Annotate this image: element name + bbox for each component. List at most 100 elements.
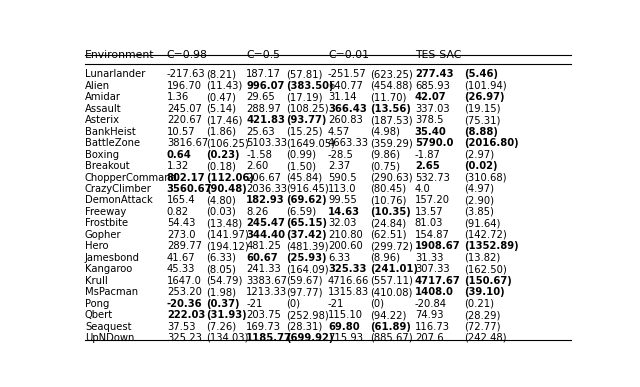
Text: Freeway: Freeway xyxy=(85,207,126,217)
Text: (0.03): (0.03) xyxy=(207,207,236,217)
Text: (106.25): (106.25) xyxy=(207,138,249,148)
Text: (45.84): (45.84) xyxy=(286,173,322,183)
Text: -1.58: -1.58 xyxy=(246,150,272,159)
Text: 640.77: 640.77 xyxy=(328,81,363,91)
Text: (5.46): (5.46) xyxy=(465,69,499,79)
Text: (0.47): (0.47) xyxy=(207,92,236,102)
Text: 1908.67: 1908.67 xyxy=(415,241,460,251)
Text: Seaquest: Seaquest xyxy=(85,322,131,332)
Text: 1213.33: 1213.33 xyxy=(246,287,287,297)
Text: 14.63: 14.63 xyxy=(328,207,360,217)
Text: (916.45): (916.45) xyxy=(286,184,328,194)
Text: (299.72): (299.72) xyxy=(370,241,413,251)
Text: Pong: Pong xyxy=(85,299,109,308)
Text: (94.22): (94.22) xyxy=(370,310,406,320)
Text: 2036.33: 2036.33 xyxy=(246,184,287,194)
Text: (481.39): (481.39) xyxy=(286,241,328,251)
Text: (0.23): (0.23) xyxy=(207,150,240,159)
Text: BankHeist: BankHeist xyxy=(85,127,136,137)
Text: (57.81): (57.81) xyxy=(286,69,322,79)
Text: 1647.0: 1647.0 xyxy=(167,276,202,286)
Text: 2.60: 2.60 xyxy=(246,161,268,171)
Text: Kangaroo: Kangaroo xyxy=(85,264,132,274)
Text: (93.77): (93.77) xyxy=(286,115,326,125)
Text: 260.83: 260.83 xyxy=(328,115,363,125)
Text: 115.10: 115.10 xyxy=(328,310,363,320)
Text: (4.98): (4.98) xyxy=(370,127,400,137)
Text: Qbert: Qbert xyxy=(85,310,113,320)
Text: Hero: Hero xyxy=(85,241,108,251)
Text: (11.43): (11.43) xyxy=(207,81,243,91)
Text: (150.67): (150.67) xyxy=(465,276,512,286)
Text: 0.64: 0.64 xyxy=(167,150,191,159)
Text: (24.84): (24.84) xyxy=(370,218,406,228)
Text: (252.98): (252.98) xyxy=(286,310,328,320)
Text: (8.05): (8.05) xyxy=(207,264,236,274)
Text: 996.07: 996.07 xyxy=(246,81,285,91)
Text: 3560.67: 3560.67 xyxy=(167,184,212,194)
Text: (0.99): (0.99) xyxy=(286,150,316,159)
Text: (65.15): (65.15) xyxy=(286,218,327,228)
Text: 31.14: 31.14 xyxy=(328,92,356,102)
Text: 325.33: 325.33 xyxy=(328,264,366,274)
Text: (4.80): (4.80) xyxy=(207,195,236,205)
Text: 37.53: 37.53 xyxy=(167,322,195,332)
Text: (13.82): (13.82) xyxy=(465,253,500,263)
Text: 165.4: 165.4 xyxy=(167,195,195,205)
Text: -20.36: -20.36 xyxy=(167,299,202,308)
Text: 222.03: 222.03 xyxy=(167,310,205,320)
Text: (383.50): (383.50) xyxy=(286,81,333,91)
Text: 2.37: 2.37 xyxy=(328,161,350,171)
Text: 187.17: 187.17 xyxy=(246,69,281,79)
Text: (54.79): (54.79) xyxy=(207,276,243,286)
Text: 4.57: 4.57 xyxy=(328,127,350,137)
Text: 366.43: 366.43 xyxy=(328,104,367,114)
Text: 3816.67: 3816.67 xyxy=(167,138,208,148)
Text: (39.10): (39.10) xyxy=(465,287,505,297)
Text: -217.63: -217.63 xyxy=(167,69,205,79)
Text: 200.60: 200.60 xyxy=(328,241,363,251)
Text: 157.20: 157.20 xyxy=(415,195,450,205)
Text: 5790.0: 5790.0 xyxy=(415,138,453,148)
Text: 196.70: 196.70 xyxy=(167,81,202,91)
Text: 5103.33: 5103.33 xyxy=(246,138,287,148)
Text: C=0.5: C=0.5 xyxy=(246,50,280,60)
Text: (8.21): (8.21) xyxy=(207,69,237,79)
Text: 206.67: 206.67 xyxy=(246,173,281,183)
Text: (19.15): (19.15) xyxy=(465,104,501,114)
Text: 0.82: 0.82 xyxy=(167,207,189,217)
Text: 1.32: 1.32 xyxy=(167,161,189,171)
Text: 245.07: 245.07 xyxy=(167,104,202,114)
Text: 182.93: 182.93 xyxy=(246,195,285,205)
Text: (557.11): (557.11) xyxy=(370,276,413,286)
Text: 116.73: 116.73 xyxy=(415,322,450,332)
Text: (359.29): (359.29) xyxy=(370,138,413,148)
Text: Gopher: Gopher xyxy=(85,230,122,240)
Text: (454.88): (454.88) xyxy=(370,81,413,91)
Text: (7.26): (7.26) xyxy=(207,322,237,332)
Text: (164.09): (164.09) xyxy=(286,264,328,274)
Text: (885.67): (885.67) xyxy=(370,333,413,343)
Text: (0.18): (0.18) xyxy=(207,161,236,171)
Text: (80.45): (80.45) xyxy=(370,184,406,194)
Text: 210.80: 210.80 xyxy=(328,230,363,240)
Text: 10.57: 10.57 xyxy=(167,127,195,137)
Text: 32.03: 32.03 xyxy=(328,218,356,228)
Text: 2.65: 2.65 xyxy=(415,161,440,171)
Text: 3383.67: 3383.67 xyxy=(246,276,287,286)
Text: 4717.67: 4717.67 xyxy=(415,276,461,286)
Text: Jamesbond: Jamesbond xyxy=(85,253,140,263)
Text: 273.0: 273.0 xyxy=(167,230,195,240)
Text: 69.80: 69.80 xyxy=(328,322,360,332)
Text: (8.96): (8.96) xyxy=(370,253,400,263)
Text: (0.02): (0.02) xyxy=(465,161,498,171)
Text: MsPacman: MsPacman xyxy=(85,287,138,297)
Text: Breakout: Breakout xyxy=(85,161,129,171)
Text: (26.97): (26.97) xyxy=(465,92,505,102)
Text: (1.50): (1.50) xyxy=(286,161,316,171)
Text: (69.62): (69.62) xyxy=(286,195,326,205)
Text: (3.85): (3.85) xyxy=(465,207,494,217)
Text: (112.06): (112.06) xyxy=(207,173,254,183)
Text: (1.86): (1.86) xyxy=(207,127,237,137)
Text: 4716.66: 4716.66 xyxy=(328,276,369,286)
